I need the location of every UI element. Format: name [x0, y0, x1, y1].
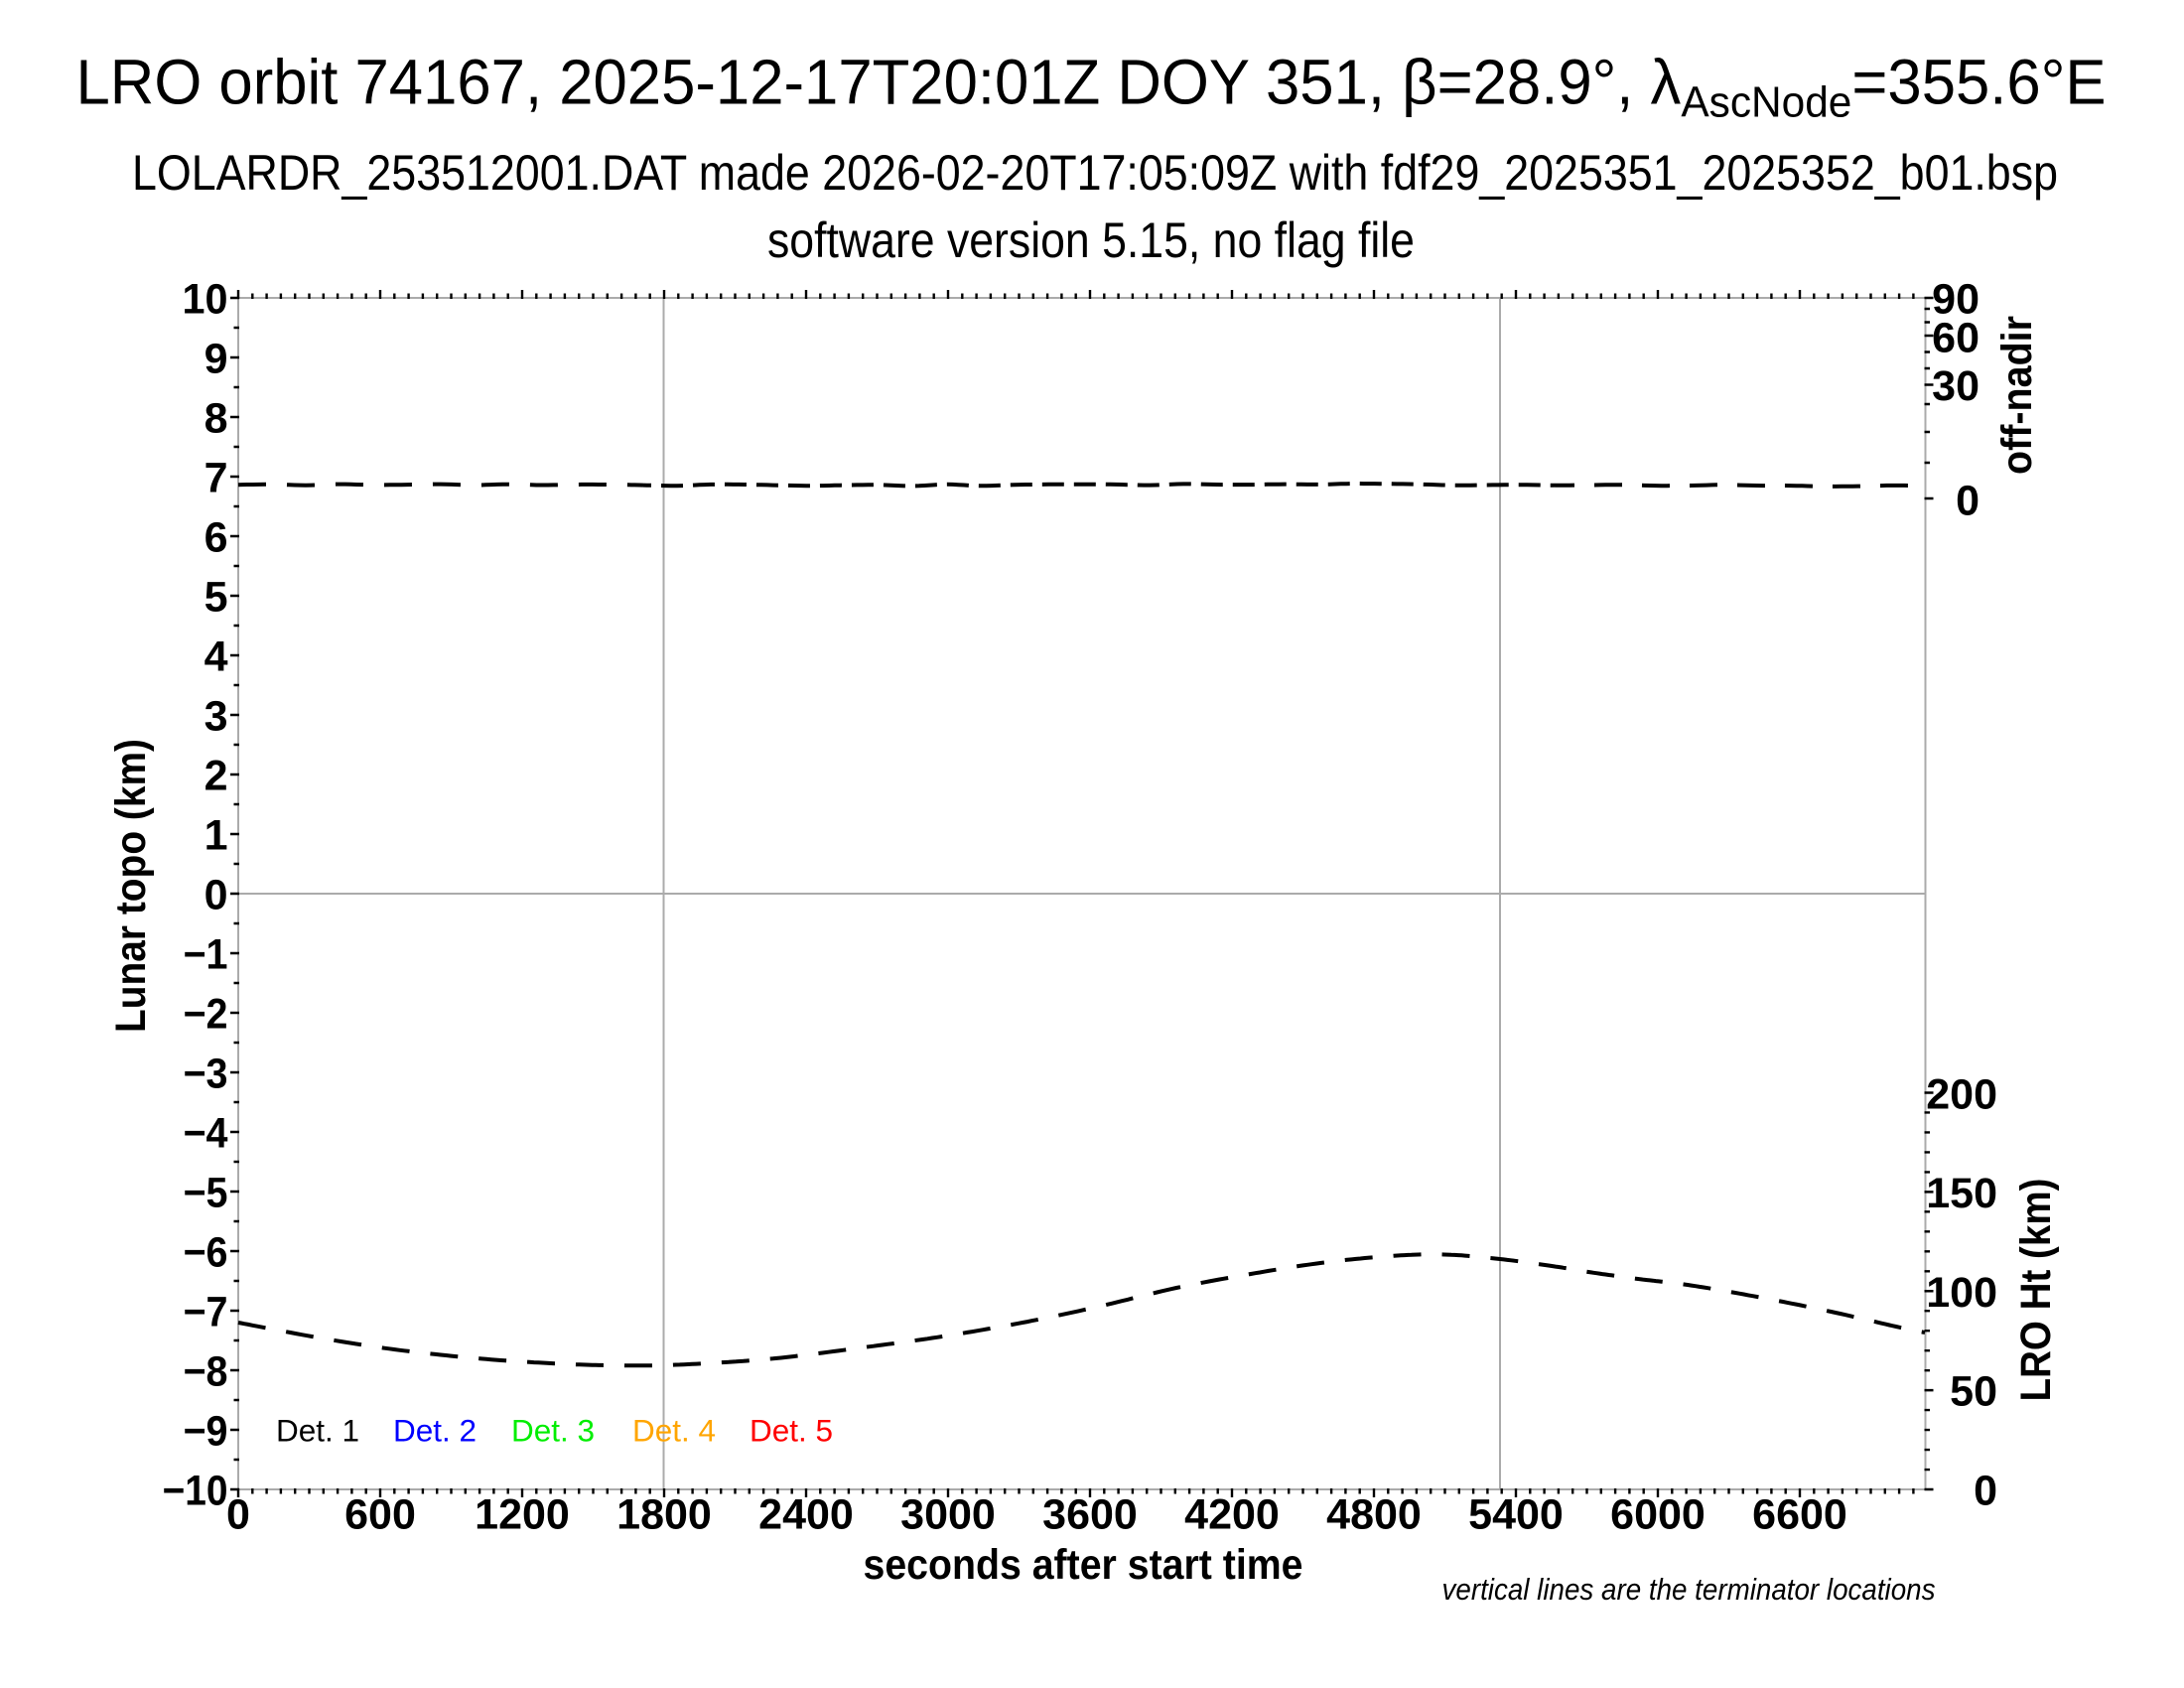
svg-text:−9: −9: [184, 1407, 228, 1455]
svg-text:−1: −1: [184, 930, 228, 978]
svg-text:4800: 4800: [1326, 1491, 1422, 1539]
svg-text:Det. 5: Det. 5: [750, 1413, 833, 1449]
svg-text:8: 8: [205, 394, 228, 442]
svg-text:LOLARDR_253512001.DAT made 202: LOLARDR_253512001.DAT made 2026-02-20T17…: [132, 145, 2058, 201]
svg-text:Det. 2: Det. 2: [393, 1413, 477, 1449]
svg-text:0: 0: [205, 871, 228, 918]
svg-text:Det. 1: Det. 1: [276, 1413, 359, 1449]
svg-text:9: 9: [205, 335, 228, 382]
svg-text:2400: 2400: [758, 1491, 854, 1539]
svg-text:60: 60: [1932, 314, 1979, 361]
svg-text:6000: 6000: [1610, 1491, 1706, 1539]
svg-text:software version 5.15, no flag: software version 5.15, no flag file: [767, 212, 1415, 268]
svg-text:4200: 4200: [1184, 1491, 1280, 1539]
svg-text:Det. 4: Det. 4: [632, 1413, 716, 1449]
svg-text:1200: 1200: [475, 1491, 570, 1539]
svg-text:100: 100: [1926, 1269, 1997, 1317]
svg-text:150: 150: [1926, 1170, 1997, 1217]
svg-text:30: 30: [1932, 362, 1979, 410]
svg-text:6: 6: [205, 513, 228, 561]
svg-text:7: 7: [205, 454, 228, 501]
svg-text:3: 3: [205, 692, 228, 740]
svg-text:LRO Ht (km): LRO Ht (km): [2012, 1179, 2060, 1402]
svg-text:0: 0: [226, 1491, 250, 1539]
svg-text:1: 1: [205, 811, 228, 859]
svg-text:50: 50: [1950, 1368, 1997, 1416]
svg-text:200: 200: [1926, 1070, 1997, 1118]
svg-text:5400: 5400: [1468, 1491, 1564, 1539]
svg-text:−2: −2: [184, 990, 228, 1038]
svg-text:−6: −6: [184, 1228, 228, 1276]
svg-text:vertical lines are the termina: vertical lines are the terminator locati…: [1442, 1572, 1936, 1607]
svg-text:1800: 1800: [616, 1491, 712, 1539]
svg-text:5: 5: [205, 573, 228, 621]
svg-text:4: 4: [205, 633, 228, 680]
svg-text:90: 90: [1932, 275, 1979, 323]
svg-text:−3: −3: [184, 1050, 228, 1097]
svg-text:3600: 3600: [1042, 1491, 1138, 1539]
svg-text:Lunar topo (km): Lunar topo (km): [107, 739, 155, 1033]
svg-text:off-nadir: off-nadir: [1993, 316, 2041, 475]
svg-text:−7: −7: [184, 1288, 228, 1336]
svg-text:0: 0: [1956, 477, 1979, 524]
svg-text:3000: 3000: [900, 1491, 996, 1539]
svg-text:−4: −4: [184, 1109, 228, 1157]
svg-text:10: 10: [183, 275, 228, 323]
svg-text:6600: 6600: [1752, 1491, 1847, 1539]
svg-text:seconds after start time: seconds after start time: [864, 1541, 1303, 1589]
svg-text:2: 2: [205, 752, 228, 799]
svg-text:0: 0: [1974, 1467, 1997, 1514]
svg-text:−10: −10: [163, 1467, 228, 1514]
svg-text:−5: −5: [184, 1169, 228, 1216]
svg-text:600: 600: [344, 1491, 416, 1539]
svg-text:Det. 3: Det. 3: [511, 1413, 595, 1449]
svg-text:−8: −8: [184, 1347, 228, 1395]
